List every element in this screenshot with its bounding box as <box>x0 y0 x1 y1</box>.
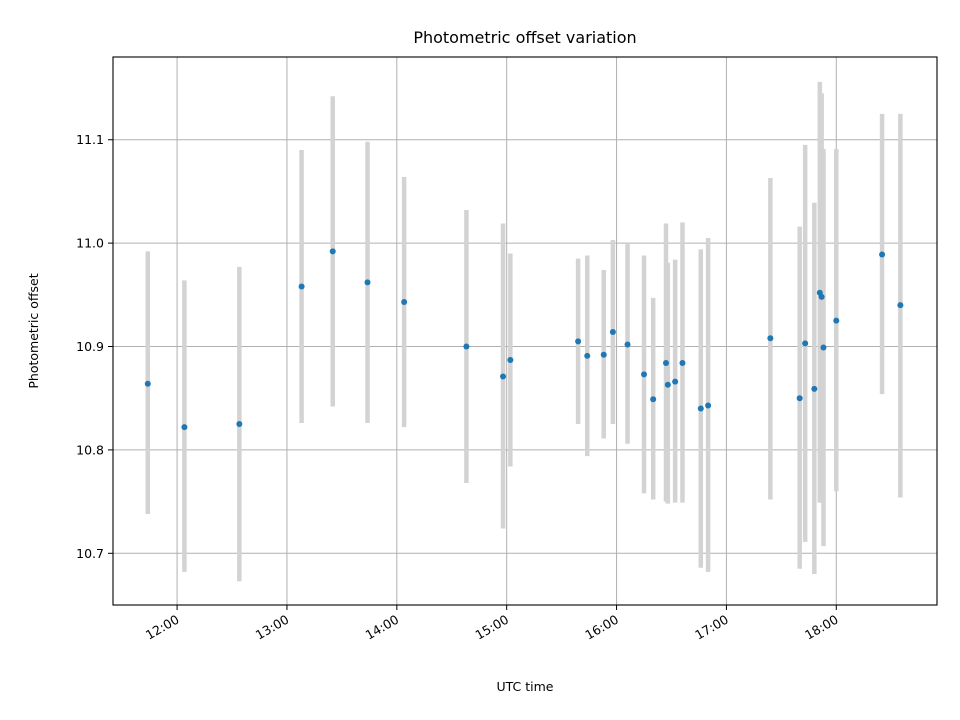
data-point <box>818 293 825 300</box>
data-point <box>879 251 886 258</box>
data-point <box>236 421 243 428</box>
data-point <box>463 343 470 350</box>
data-point <box>664 381 671 388</box>
data-points <box>144 248 904 431</box>
data-point <box>364 279 371 286</box>
y-tick-label: 10.8 <box>76 442 104 457</box>
y-tick-label: 10.7 <box>76 546 104 561</box>
plot-frame <box>112 56 938 606</box>
data-point <box>500 373 507 380</box>
data-point <box>811 385 818 392</box>
data-point <box>144 380 151 387</box>
data-point <box>820 344 827 351</box>
data-point <box>650 396 657 403</box>
data-point <box>609 329 616 336</box>
data-point <box>507 356 514 363</box>
data-point <box>833 317 840 324</box>
data-point <box>705 402 712 409</box>
data-point <box>600 351 607 358</box>
data-point <box>641 371 648 378</box>
data-point <box>897 302 904 309</box>
y-tick-label: 11.1 <box>76 132 104 147</box>
y-tick-label: 11.0 <box>76 236 104 251</box>
data-point <box>679 360 686 367</box>
data-point <box>697 405 704 412</box>
y-axis-ticks: 10.7 10.8 10.9 11.0 11.1 <box>76 132 113 561</box>
data-point <box>575 338 582 345</box>
data-point <box>298 283 305 290</box>
data-point <box>584 352 591 359</box>
data-point <box>181 424 188 431</box>
data-point <box>802 340 809 347</box>
data-point <box>624 341 631 348</box>
chart-title: Photometric offset variation <box>413 28 636 47</box>
data-point <box>662 360 669 367</box>
data-point <box>767 335 774 342</box>
data-point <box>329 248 336 255</box>
y-tick-label: 10.9 <box>76 339 104 354</box>
data-point <box>401 299 408 306</box>
x-gridlines <box>176 57 837 605</box>
data-point <box>796 395 803 402</box>
y-axis-label: Photometric offset <box>26 273 41 388</box>
x-axis-label: UTC time <box>497 679 554 694</box>
data-point <box>672 378 679 385</box>
